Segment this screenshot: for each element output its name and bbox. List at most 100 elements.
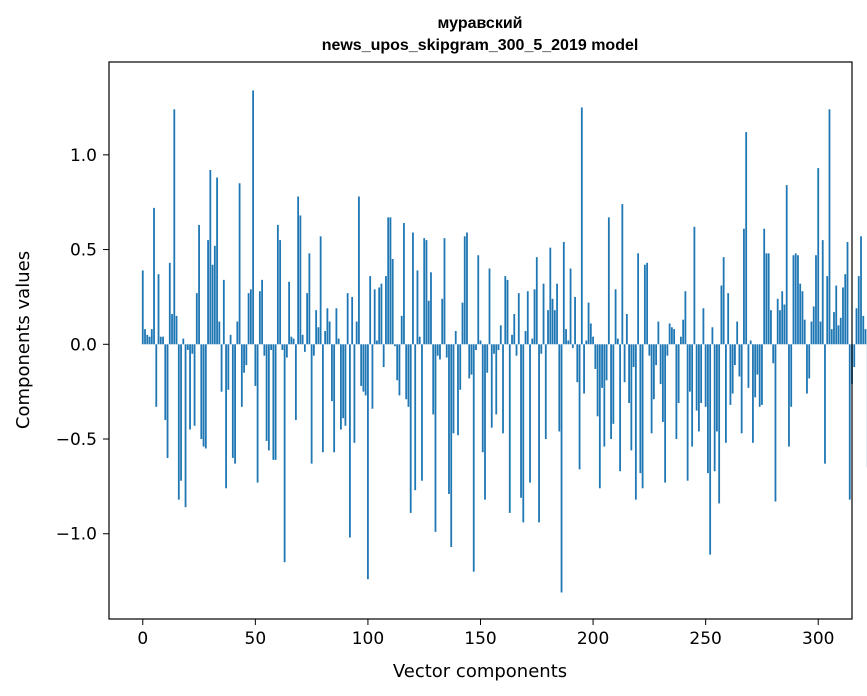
bar-10 [164,344,167,421]
bar-25 [198,224,200,345]
bar-56 [267,344,270,451]
bar-38 [227,344,230,390]
bar-272 [754,344,757,398]
bar-193 [576,344,579,383]
bars-group [141,90,867,593]
bar-102 [371,344,374,409]
bar-36 [222,279,225,345]
bar-228 [655,344,658,366]
bar-248 [700,344,703,404]
bar-21 [189,344,191,430]
bar-249 [702,308,705,345]
bar-107 [382,344,385,368]
bar-68 [294,344,297,421]
bar-17 [180,344,182,481]
bar-283 [779,310,781,345]
x-tick-label: 0 [137,629,148,649]
bar-6 [155,344,158,407]
bar-125 [423,238,426,345]
bar-103 [373,289,376,345]
bar-160 [502,344,504,434]
bar-307 [833,312,835,345]
bar-250 [704,344,707,407]
bar-212 [619,344,621,472]
bar-186 [560,344,563,593]
bar-24 [195,293,198,345]
bar-138 [452,344,455,434]
bar-171 [526,291,529,345]
bar-260 [727,293,730,345]
bar-54 [263,344,266,356]
bar-118 [407,344,410,407]
bar-230 [659,344,662,385]
bar-90 [344,344,347,426]
bar-80 [321,344,324,453]
bar-214 [623,344,626,383]
bar-240 [682,319,685,345]
bar-93 [351,296,354,345]
bar-145 [468,344,471,379]
bar-162 [506,279,509,345]
x-tick-label: 50 [245,629,267,649]
bar-37 [225,344,227,489]
bar-46 [245,344,248,366]
bar-161 [504,276,507,345]
bar-246 [695,344,698,411]
bar-35 [220,344,223,392]
bar-20 [186,344,189,350]
bar-141 [459,344,462,390]
chart-subtitle: news_upos_skipgram_300_5_2019 model [322,37,639,54]
bar-7 [157,274,160,345]
bar-219 [634,344,637,500]
bar-114 [398,344,401,396]
bar-164 [511,334,513,345]
bar-13 [171,313,173,345]
bar-231 [661,344,664,422]
bar-223 [643,264,646,345]
bar-108 [385,276,387,345]
bar-253 [711,327,714,345]
bar-177 [540,344,543,354]
bar-229 [657,321,660,345]
bar-169 [522,344,525,523]
bar-296 [808,344,811,379]
bar-97 [360,344,363,386]
bar-209 [612,344,615,424]
bar-40 [231,344,234,458]
bar-115 [400,315,403,345]
y-tick-label: 1.0 [70,146,97,166]
bar-291 [797,255,799,345]
bar-43 [238,183,241,345]
bar-297 [810,321,813,345]
plot-frame [108,61,853,620]
bar-42 [236,321,239,345]
bar-130 [434,344,437,532]
bar-132 [439,344,441,360]
bar-152 [484,344,486,500]
bar-151 [481,344,484,453]
bar-174 [533,289,536,345]
bar-225 [648,344,651,356]
x-tick-label: 250 [689,629,721,649]
bar-278 [767,253,770,345]
bar-261 [729,344,732,405]
bar-252 [709,344,712,555]
bar-64 [285,344,288,358]
bar-61 [279,240,282,345]
bar-280 [772,344,775,364]
bar-262 [731,344,734,394]
bar-8 [159,336,162,345]
bar-27 [202,344,205,447]
bar-244 [691,344,694,447]
bar-235 [670,327,673,345]
bar-117 [405,344,408,400]
bar-15 [175,315,178,345]
bar-82 [326,308,329,345]
bar-67 [292,338,295,345]
bar-313 [846,241,849,345]
bar-233 [666,344,669,356]
bar-202 [596,344,599,417]
bar-52 [258,291,261,345]
bar-263 [734,344,736,366]
bar-301 [819,321,822,345]
